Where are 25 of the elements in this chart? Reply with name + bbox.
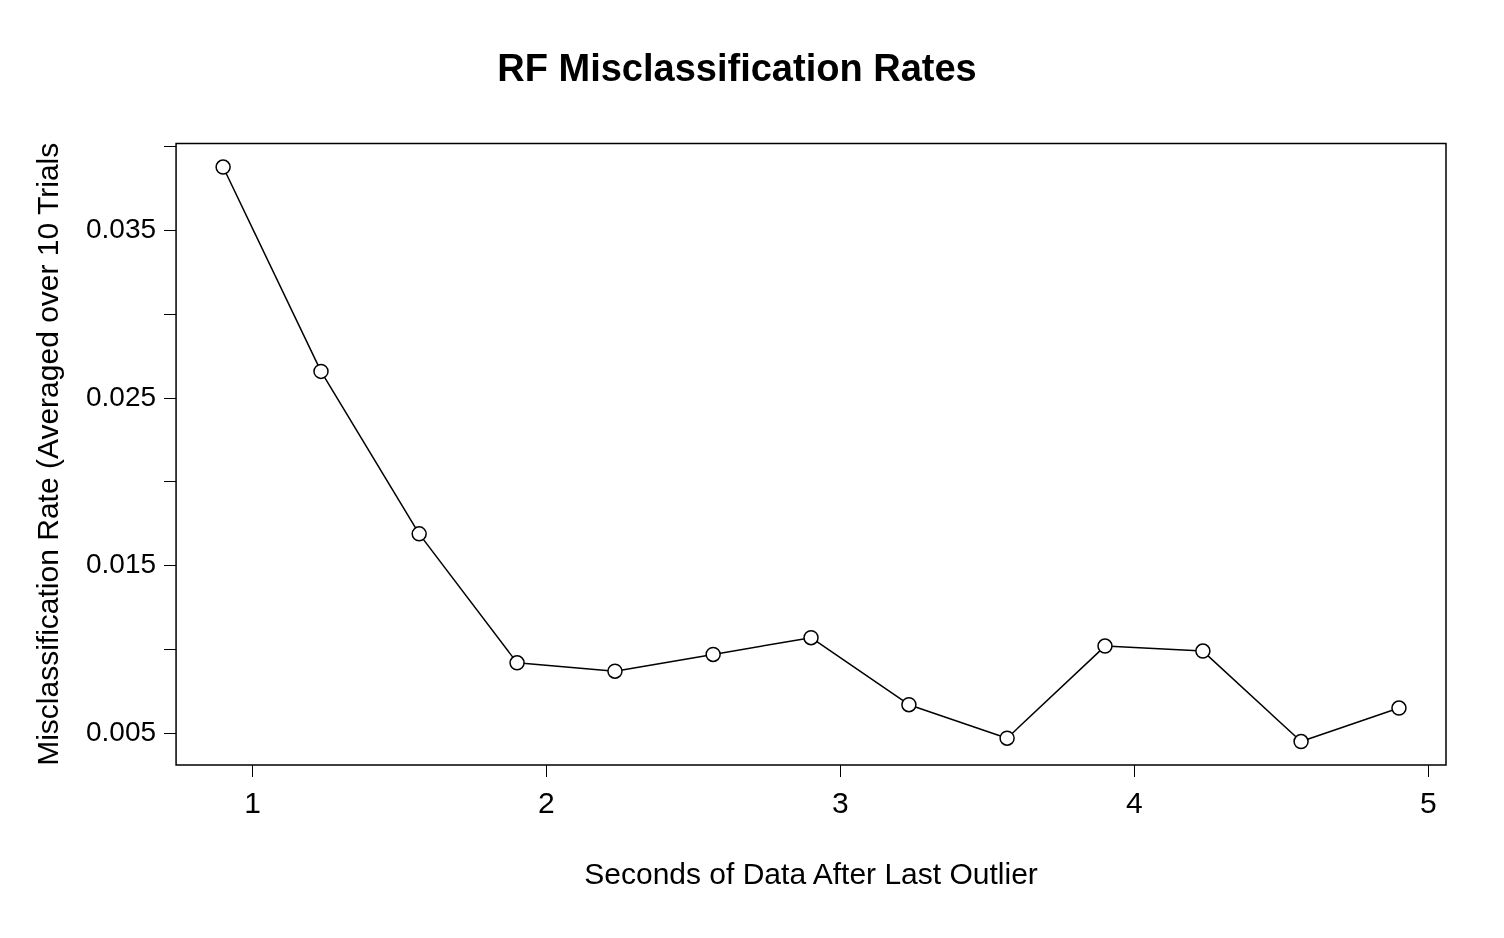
- point: [215, 159, 231, 175]
- y-tick-label: 0.005: [85, 715, 157, 747]
- x-axis-title: Seconds of Data After Last Outlier: [584, 857, 1038, 891]
- point: [999, 730, 1015, 746]
- point: [901, 696, 917, 713]
- y-axis-title: Misclassification Rate (Averaged over 10 Trials: [31, 142, 65, 766]
- chart-title: RF Misclassification Rates: [497, 47, 977, 90]
- point: [509, 655, 525, 671]
- y-tick-label: 0.035: [85, 213, 157, 245]
- y-tick-label: 0.015: [85, 548, 157, 580]
- x-tick-label: 5: [1420, 786, 1437, 820]
- y-tick-label: 0.025: [85, 380, 157, 412]
- x-tick-label: 3: [832, 786, 849, 820]
- point: [705, 646, 721, 663]
- x-tick-label: 1: [244, 786, 261, 820]
- point: [803, 629, 819, 646]
- point: [1195, 643, 1211, 659]
- point: [607, 663, 623, 679]
- point: [313, 363, 329, 380]
- x-tick-label: 4: [1126, 786, 1143, 820]
- point: [411, 526, 427, 542]
- point: [1097, 638, 1113, 654]
- point: [1391, 700, 1407, 716]
- x-tick-label: 2: [538, 786, 555, 820]
- point: [1293, 733, 1309, 750]
